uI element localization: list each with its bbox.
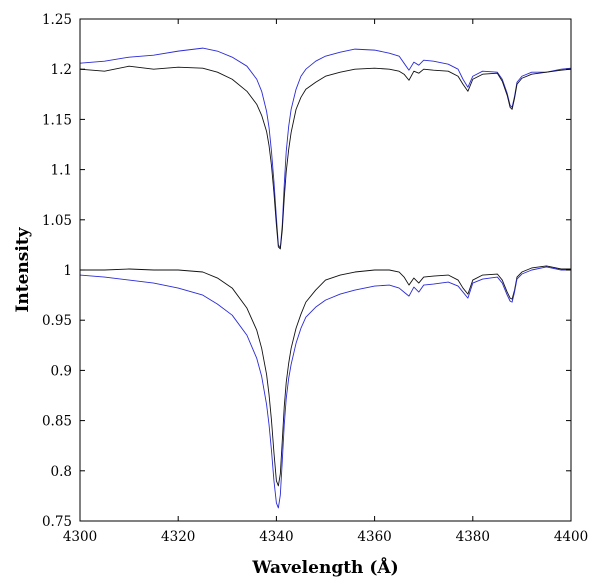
y-tick-label: 1 <box>63 263 72 279</box>
series-line-2 <box>79 65 572 250</box>
y-tick-label: 0.8 <box>51 464 72 480</box>
y-tick-label: 0.85 <box>42 414 72 430</box>
x-tick-label: 4400 <box>554 529 588 545</box>
y-tick-label: 1.2 <box>51 62 72 78</box>
x-tick-label: 4300 <box>63 529 97 545</box>
x-tick-label: 4320 <box>161 529 195 545</box>
x-tick-label: 4380 <box>456 529 490 545</box>
y-tick-label: 0.75 <box>42 514 72 530</box>
x-axis-title: Wavelength (Å) <box>251 556 398 578</box>
series-layer <box>79 47 572 509</box>
x-tick-label: 4360 <box>357 529 391 545</box>
y-tick-label: 1.05 <box>42 213 72 229</box>
y-tick-label: 1.1 <box>51 163 72 179</box>
series-line-4 <box>79 266 571 509</box>
y-tick-label: 0.95 <box>42 313 72 329</box>
y-tick-label: 0.9 <box>51 363 72 379</box>
ticks-layer: 4300 4320 4340 4360 4380 4400 0.75 0.8 0.85 0.9 0.… <box>42 12 588 545</box>
y-tick-label: 1.15 <box>42 112 72 128</box>
x-tick-label: 4340 <box>259 529 293 545</box>
y-tick-label: 1.25 <box>42 12 72 28</box>
y-axis-title: Intensity <box>13 226 33 312</box>
series-line-3 <box>80 265 571 487</box>
series-line-1 <box>79 47 572 249</box>
